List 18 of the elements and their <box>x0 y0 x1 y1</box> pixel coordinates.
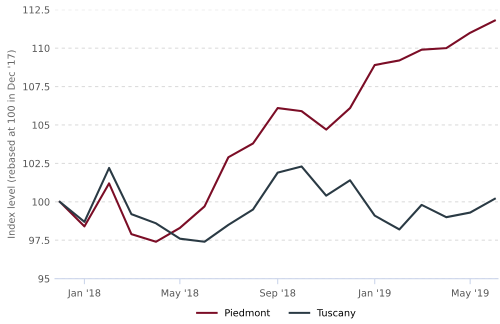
y-axis-title: Index level (rebased at 100 in Dec '17) <box>7 50 16 238</box>
y-tick-label: 107.5 <box>23 83 50 90</box>
y-tick-label: 97.5 <box>29 236 50 244</box>
x-tick-label: Jan '18 <box>67 289 100 298</box>
line-series <box>58 165 496 243</box>
x-tick-label: Jan '19 <box>358 289 391 298</box>
x-tick-label: Sep '18 <box>260 289 296 298</box>
x-tick-label: May '19 <box>452 289 489 298</box>
line-series <box>58 19 496 243</box>
y-tick-label: 102.5 <box>23 160 50 168</box>
x-tick-label: May '18 <box>162 289 198 298</box>
y-tick-label: 95 <box>38 275 50 282</box>
legend-label: Piedmont <box>225 308 270 316</box>
y-tick-label: 105 <box>32 121 50 129</box>
y-tick-label: 110 <box>32 44 50 52</box>
y-tick-label: 100 <box>32 198 50 206</box>
y-tick-label: 112.5 <box>23 6 50 14</box>
legend-label: Tuscany <box>316 309 356 318</box>
